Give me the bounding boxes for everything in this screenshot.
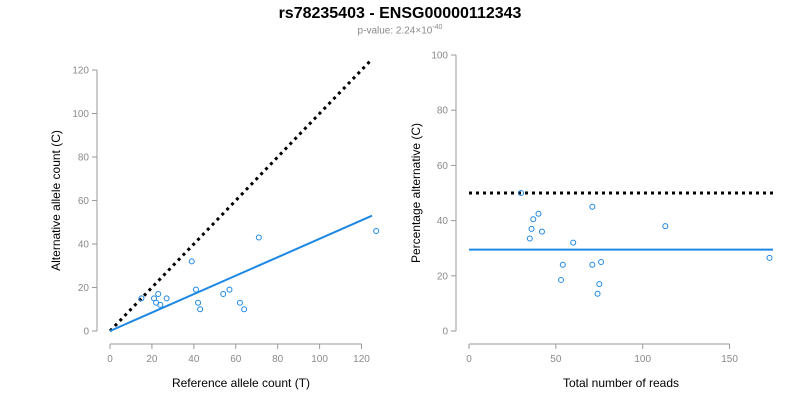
x-tick-label: 60: [230, 354, 242, 365]
data-point: [255, 234, 262, 241]
x-tick-label: 120: [353, 354, 370, 365]
x-tick-label: 40: [188, 354, 200, 365]
y-tick-label: 40: [78, 240, 90, 251]
y-tick-label: 20: [78, 283, 90, 294]
data-point: [535, 210, 542, 217]
y-tick-label: 0: [83, 327, 89, 338]
data-point: [373, 227, 380, 234]
chart-subtitle: p-value: 2.24×10-40: [0, 24, 800, 36]
data-point: [559, 261, 566, 268]
p-value-text: p-value: 2.24×10: [357, 25, 433, 37]
data-point: [570, 239, 577, 246]
data-point: [558, 276, 565, 283]
data-point: [195, 299, 202, 306]
data-point: [138, 295, 145, 302]
x-tick-label: 80: [272, 354, 284, 365]
data-point: [662, 223, 669, 230]
x-tick-label: 20: [146, 354, 158, 365]
x-tick-label: 0: [107, 354, 113, 365]
data-point: [163, 295, 170, 302]
y-tick-label: 100: [431, 51, 448, 62]
x-axis-title: Total number of reads: [563, 376, 679, 390]
data-point: [236, 299, 243, 306]
y-tick-label: 80: [78, 153, 90, 164]
data-point: [528, 225, 535, 232]
data-point: [155, 291, 162, 298]
data-point: [589, 203, 596, 210]
x-tick-label: 150: [721, 354, 738, 365]
y-tick-label: 80: [437, 106, 449, 117]
data-point: [596, 281, 603, 288]
y-tick-label: 100: [72, 109, 89, 120]
data-point: [526, 235, 533, 242]
data-point: [220, 291, 227, 298]
y-tick-label: 120: [72, 66, 89, 77]
data-point: [518, 190, 525, 196]
fit-line: [109, 214, 373, 332]
x-tick-label: 100: [634, 354, 651, 365]
x-tick-label: 100: [311, 354, 328, 365]
y-axis-title: Alternative allele count (C): [49, 130, 63, 271]
x-tick-label: 0: [466, 354, 472, 365]
y-axis-title: Percentage alternative (C): [409, 123, 423, 263]
p-value-exponent: -40: [432, 24, 443, 31]
y-tick-label: 0: [442, 327, 448, 338]
x-tick-label: 50: [550, 354, 562, 365]
x-axis-title: Reference allele count (T): [172, 376, 310, 390]
data-point: [594, 290, 601, 297]
data-point: [530, 216, 537, 223]
data-point: [226, 286, 233, 293]
y-tick-label: 60: [437, 161, 449, 172]
chart-panel-2: 0 50 100 150 0 20 40 60 80 100 Total number of rea…: [409, 51, 773, 390]
y-tick-label: 20: [437, 271, 449, 282]
chart-panel-1: 0 20 40 60 80 100 120 0 20 40 60 80 100 120 Reference …: [49, 58, 380, 390]
data-point: [538, 228, 545, 235]
data-point: [197, 306, 204, 313]
data-point: [241, 306, 248, 313]
data-point: [188, 258, 195, 265]
data-point: [192, 286, 199, 293]
y-tick-label: 40: [437, 216, 449, 227]
data-point: [157, 301, 164, 308]
chart-title: rs78235403 - ENSG00000112343: [278, 5, 522, 22]
data-point: [766, 254, 773, 261]
y-tick-label: 60: [78, 196, 90, 207]
data-point: [589, 261, 596, 268]
data-point: [598, 259, 605, 265]
reference-line: [108, 58, 374, 333]
